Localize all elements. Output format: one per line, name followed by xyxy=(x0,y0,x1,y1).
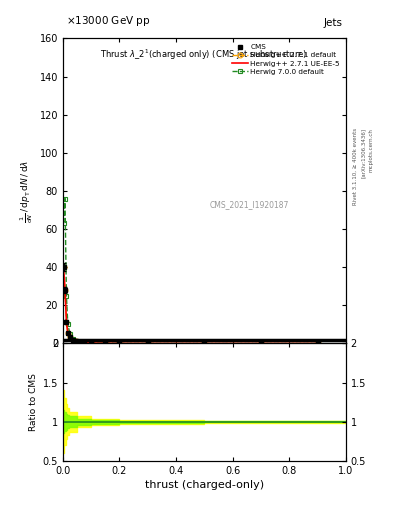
Text: mcplots.cern.ch: mcplots.cern.ch xyxy=(369,128,374,172)
Text: Rivet 3.1.10, ≥ 400k events: Rivet 3.1.10, ≥ 400k events xyxy=(353,128,358,205)
X-axis label: thrust (charged-only): thrust (charged-only) xyxy=(145,480,264,490)
Text: [arXiv:1306.3436]: [arXiv:1306.3436] xyxy=(361,128,366,178)
Text: Jets: Jets xyxy=(324,18,343,28)
Y-axis label: Ratio to CMS: Ratio to CMS xyxy=(29,373,39,431)
Y-axis label: $\frac{1}{\mathrm{d}N}\,/\,\mathrm{d}p_\mathrm{T}\,\mathrm{d}N\,/\,\mathrm{d}\la: $\frac{1}{\mathrm{d}N}\,/\,\mathrm{d}p_\… xyxy=(19,159,35,223)
Text: Thrust $\lambda\_2^1$(charged only) (CMS jet substructure): Thrust $\lambda\_2^1$(charged only) (CMS… xyxy=(100,48,307,62)
Text: $\times$13000 GeV pp: $\times$13000 GeV pp xyxy=(66,14,150,28)
Text: CMS_2021_I1920187: CMS_2021_I1920187 xyxy=(210,200,289,209)
Legend: CMS, Herwig++ 2.7.1 default, Herwig++ 2.7.1 UE-EE-5, Herwig 7.0.0 default: CMS, Herwig++ 2.7.1 default, Herwig++ 2.… xyxy=(230,42,342,77)
